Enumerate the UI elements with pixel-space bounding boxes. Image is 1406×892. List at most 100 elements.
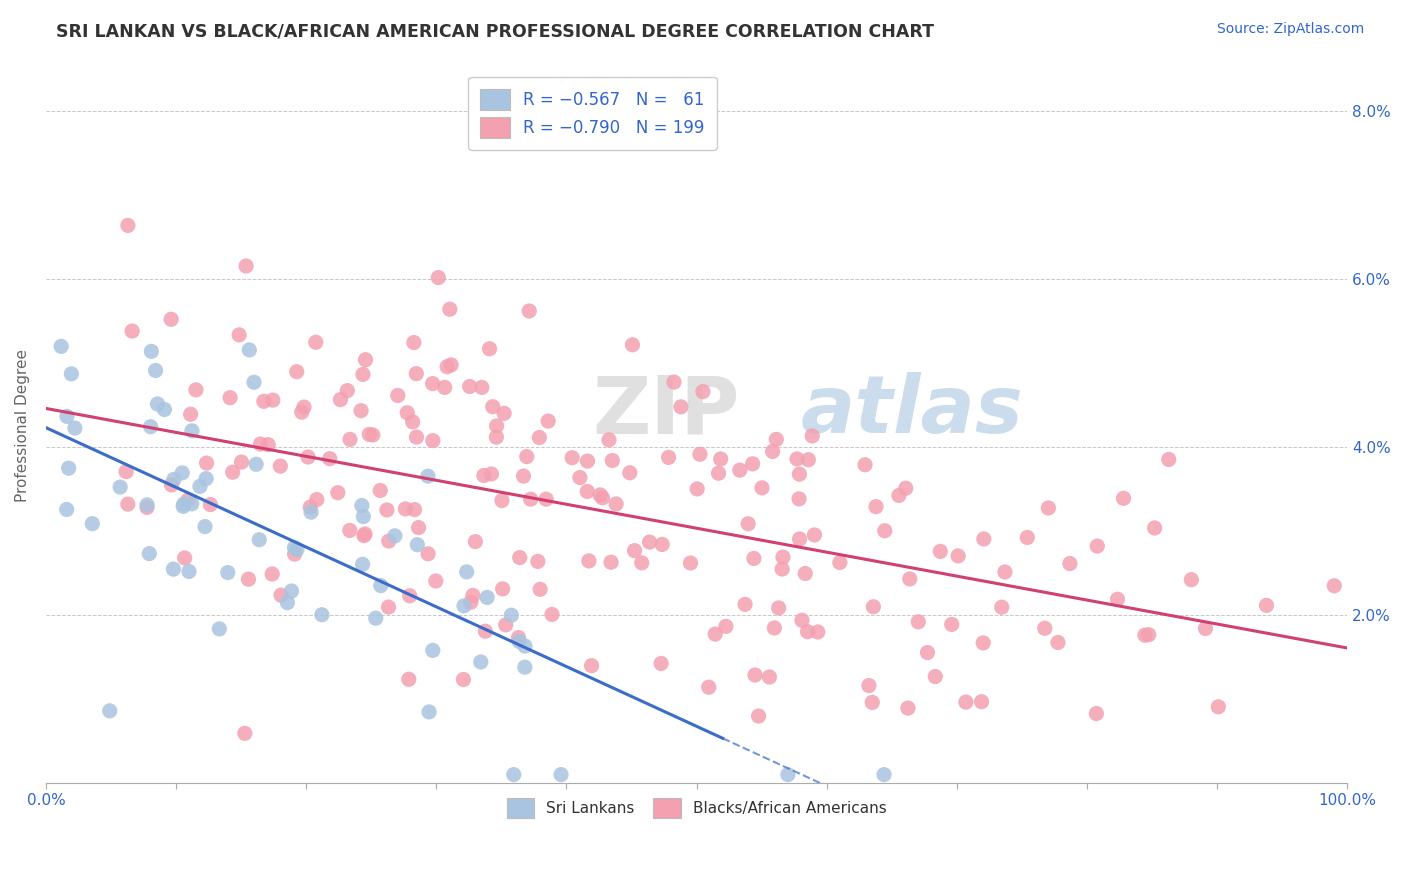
Point — [408, 520, 430, 534]
Point — [184, 383, 207, 397]
Point — [394, 502, 416, 516]
Point — [153, 402, 176, 417]
Point — [513, 639, 536, 653]
Point — [508, 631, 530, 645]
Point — [550, 767, 572, 781]
Point — [924, 669, 946, 683]
Point — [621, 338, 644, 352]
Point — [180, 497, 202, 511]
Point — [472, 468, 495, 483]
Point — [228, 327, 250, 342]
Point — [405, 367, 427, 381]
Point — [1143, 521, 1166, 535]
Point — [787, 491, 810, 506]
Point — [461, 589, 484, 603]
Point — [630, 556, 652, 570]
Point — [669, 400, 692, 414]
Point — [440, 358, 463, 372]
Point — [1017, 531, 1039, 545]
Point — [679, 556, 702, 570]
Point — [797, 452, 820, 467]
Point — [751, 481, 773, 495]
Point — [222, 465, 245, 479]
Point — [762, 444, 785, 458]
Point — [1137, 628, 1160, 642]
Point — [121, 324, 143, 338]
Point — [475, 591, 498, 605]
Point — [541, 607, 564, 622]
Point — [714, 619, 737, 633]
Point — [235, 259, 257, 273]
Point — [208, 622, 231, 636]
Point — [460, 595, 482, 609]
Point — [329, 392, 352, 407]
Point — [776, 767, 799, 781]
Point — [894, 481, 917, 495]
Point — [972, 636, 994, 650]
Point — [58, 461, 80, 475]
Point — [368, 483, 391, 498]
Point — [481, 400, 503, 414]
Point — [917, 646, 939, 660]
Point — [60, 367, 83, 381]
Point — [589, 488, 612, 502]
Point — [1107, 592, 1129, 607]
Point — [973, 532, 995, 546]
Point — [789, 532, 811, 546]
Point — [339, 524, 361, 538]
Point — [375, 503, 398, 517]
Point — [1112, 491, 1135, 506]
Point — [233, 726, 256, 740]
Point — [370, 579, 392, 593]
Text: SRI LANKAN VS BLACK/AFRICAN AMERICAN PROFESSIONAL DEGREE CORRELATION CHART: SRI LANKAN VS BLACK/AFRICAN AMERICAN PRO… — [56, 22, 934, 40]
Point — [177, 565, 200, 579]
Point — [807, 625, 830, 640]
Point — [600, 555, 623, 569]
Point — [692, 384, 714, 399]
Point — [516, 450, 538, 464]
Point — [283, 541, 305, 555]
Point — [384, 529, 406, 543]
Point — [576, 484, 599, 499]
Point — [491, 582, 513, 596]
Point — [941, 617, 963, 632]
Point — [217, 566, 239, 580]
Point — [474, 624, 496, 639]
Point — [188, 479, 211, 493]
Point — [433, 380, 456, 394]
Point — [537, 414, 560, 428]
Point — [63, 421, 86, 435]
Point — [427, 270, 450, 285]
Text: atlas: atlas — [801, 373, 1024, 450]
Point — [1323, 579, 1346, 593]
Point — [353, 528, 375, 542]
Point — [638, 535, 661, 549]
Point — [422, 376, 444, 391]
Point — [862, 599, 884, 614]
Point — [471, 380, 494, 394]
Point — [865, 500, 887, 514]
Point — [364, 611, 387, 625]
Point — [529, 582, 551, 597]
Point — [519, 492, 541, 507]
Point — [361, 428, 384, 442]
Point — [741, 457, 763, 471]
Point — [352, 558, 374, 572]
Point — [319, 451, 342, 466]
Point — [231, 455, 253, 469]
Point — [1059, 557, 1081, 571]
Point — [494, 406, 516, 420]
Point — [509, 550, 531, 565]
Point — [396, 406, 419, 420]
Point — [502, 767, 524, 781]
Point — [728, 463, 751, 477]
Point — [598, 433, 620, 447]
Point — [858, 679, 880, 693]
Point — [195, 456, 218, 470]
Point — [387, 388, 409, 402]
Point — [311, 607, 333, 622]
Point — [276, 596, 298, 610]
Point — [299, 505, 322, 519]
Point — [1085, 539, 1108, 553]
Point — [136, 500, 159, 515]
